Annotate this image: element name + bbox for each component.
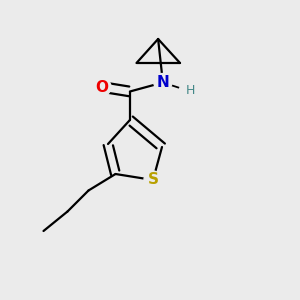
Text: O: O — [95, 80, 109, 94]
Text: H: H — [186, 83, 195, 97]
Text: N: N — [157, 75, 169, 90]
Circle shape — [144, 171, 162, 189]
Text: S: S — [148, 172, 158, 188]
Circle shape — [93, 78, 111, 96]
Circle shape — [179, 83, 193, 97]
Circle shape — [154, 74, 172, 92]
